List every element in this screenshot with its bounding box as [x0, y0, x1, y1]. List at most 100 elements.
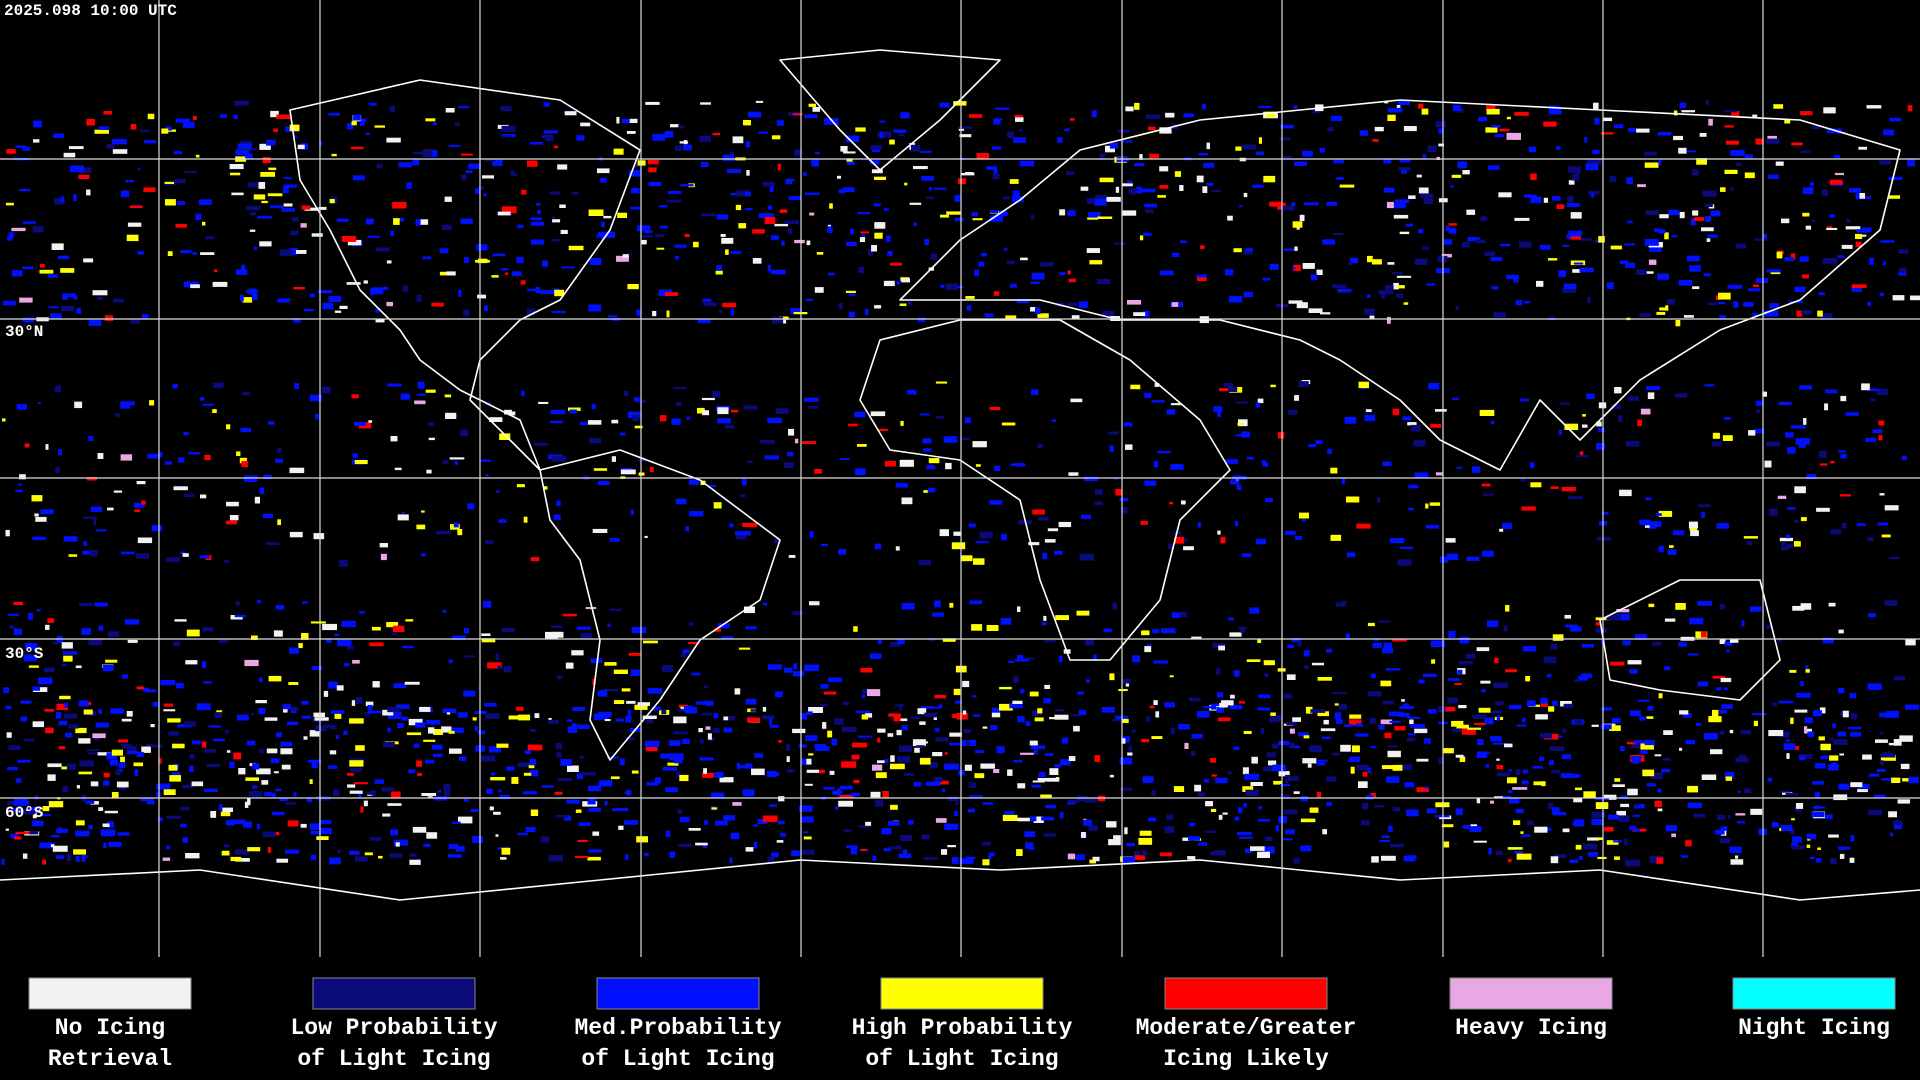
- icing-speckle: [1293, 791, 1300, 794]
- icing-speckle: [1007, 131, 1014, 138]
- icing-speckle: [313, 533, 325, 540]
- icing-speckle: [204, 788, 218, 792]
- icing-speckle: [1628, 127, 1636, 133]
- icing-speckle: [1086, 197, 1100, 204]
- icing-speckle: [1658, 693, 1663, 699]
- icing-speckle: [253, 194, 266, 200]
- icing-speckle: [1125, 444, 1133, 450]
- icing-speckle: [1416, 787, 1429, 792]
- icing-speckle: [1603, 117, 1613, 122]
- icing-speckle: [889, 139, 895, 145]
- icing-speckle: [506, 766, 515, 771]
- icing-speckle: [1663, 730, 1673, 735]
- icing-speckle: [1499, 528, 1504, 532]
- icing-speckle: [42, 806, 50, 812]
- icing-speckle: [597, 168, 610, 174]
- icing-speckle: [1530, 482, 1542, 488]
- icing-speckle: [1793, 746, 1800, 750]
- icing-speckle: [94, 602, 108, 607]
- icing-speckle: [901, 603, 915, 610]
- icing-speckle: [202, 403, 215, 406]
- icing-speckle: [488, 746, 501, 753]
- icing-speckle: [1890, 832, 1893, 837]
- icing-speckle: [1003, 811, 1016, 815]
- icing-speckle: [918, 559, 931, 566]
- icing-speckle: [553, 145, 559, 149]
- icing-speckle: [1466, 556, 1480, 561]
- icing-speckle: [1696, 158, 1707, 165]
- icing-speckle: [1665, 825, 1677, 832]
- icing-speckle: [134, 509, 141, 512]
- icing-speckle: [182, 121, 195, 128]
- icing-speckle: [354, 782, 368, 785]
- icing-speckle: [1369, 717, 1376, 724]
- icing-speckle: [867, 689, 881, 697]
- icing-speckle: [1270, 384, 1276, 388]
- icing-speckle: [1579, 267, 1594, 273]
- icing-speckle: [378, 855, 383, 859]
- icing-speckle: [621, 118, 632, 124]
- icing-speckle: [1309, 807, 1319, 813]
- icing-speckle: [1588, 851, 1598, 857]
- icing-speckle: [437, 790, 442, 793]
- icing-speckle: [1551, 807, 1560, 814]
- icing-speckle: [371, 626, 381, 631]
- icing-speckle: [1841, 522, 1847, 529]
- icing-speckle: [1211, 189, 1221, 192]
- icing-speckle: [289, 647, 299, 654]
- icing-speckle: [1612, 784, 1625, 787]
- icing-speckle: [31, 820, 44, 827]
- icing-speckle: [205, 236, 215, 240]
- icing-speckle: [1059, 209, 1066, 216]
- legend-swatch: [596, 977, 760, 1010]
- icing-speckle: [102, 823, 110, 827]
- icing-speckle: [968, 523, 976, 528]
- icing-speckle: [1294, 535, 1303, 541]
- icing-speckle: [1272, 764, 1286, 772]
- icing-speckle: [981, 841, 991, 846]
- icing-speckle: [156, 783, 171, 790]
- icing-speckle: [1307, 763, 1312, 768]
- icing-speckle: [453, 522, 459, 528]
- icing-speckle: [1049, 768, 1059, 775]
- icing-speckle: [1197, 522, 1201, 528]
- icing-speckle: [1867, 301, 1872, 306]
- icing-speckle: [587, 856, 601, 861]
- icing-speckle: [1750, 808, 1763, 815]
- icing-speckle: [10, 833, 19, 839]
- icing-speckle: [1564, 423, 1579, 430]
- icing-speckle: [1263, 766, 1275, 772]
- icing-speckle: [915, 745, 925, 748]
- icing-speckle: [1560, 402, 1570, 405]
- icing-speckle: [691, 672, 701, 676]
- icing-speckle: [1515, 808, 1524, 814]
- icing-speckle: [1294, 161, 1308, 166]
- icing-speckle: [725, 249, 729, 255]
- icing-speckle: [647, 160, 659, 165]
- icing-speckle: [1380, 719, 1393, 725]
- icing-speckle: [310, 621, 326, 624]
- icing-speckle: [1235, 434, 1244, 437]
- icing-speckle: [492, 159, 503, 166]
- icing-speckle: [1017, 606, 1021, 612]
- icing-speckle: [166, 557, 181, 562]
- icing-speckle: [938, 704, 943, 709]
- icing-speckle: [1280, 784, 1290, 787]
- icing-speckle: [1293, 264, 1301, 271]
- icing-speckle: [1145, 114, 1161, 120]
- icing-speckle: [677, 809, 683, 814]
- icing-speckle: [343, 663, 350, 667]
- icing-speckle: [1448, 227, 1457, 234]
- icing-speckle: [1140, 235, 1144, 241]
- icing-speckle: [578, 822, 591, 826]
- icing-speckle: [670, 124, 679, 128]
- icing-speckle: [1189, 697, 1201, 702]
- icing-speckle: [1776, 251, 1783, 259]
- icing-speckle: [301, 715, 312, 719]
- icing-speckle: [814, 469, 822, 474]
- icing-speckle: [328, 296, 342, 302]
- icing-speckle: [1573, 819, 1585, 827]
- icing-speckle: [461, 174, 467, 181]
- icing-speckle: [492, 253, 506, 257]
- icing-speckle: [1593, 102, 1599, 109]
